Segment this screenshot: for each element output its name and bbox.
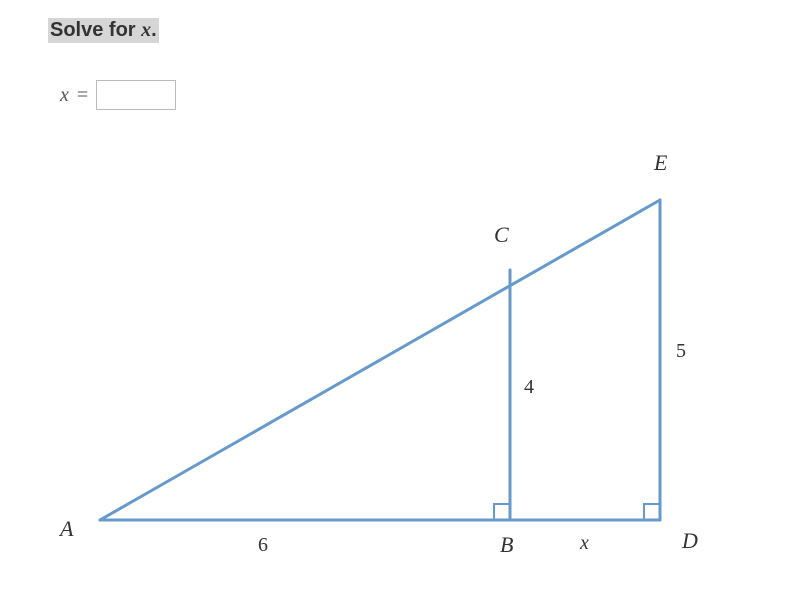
answer-input[interactable] xyxy=(96,80,176,110)
prompt-suffix: . xyxy=(151,19,157,41)
vertex-label-D: D xyxy=(682,528,698,554)
prompt-variable: x xyxy=(141,19,151,41)
triangle-diagram: A B D C E 6 4 5 x xyxy=(40,140,760,580)
side-label-DE: 5 xyxy=(676,340,686,363)
prompt-prefix: Solve for xyxy=(50,19,141,41)
side-label-BD: x xyxy=(580,532,589,555)
problem-prompt: Solve for x. xyxy=(48,18,159,43)
vertex-label-C: C xyxy=(494,222,509,248)
side-label-AB: 6 xyxy=(258,534,268,557)
answer-row: x = xyxy=(60,80,176,110)
answer-equals: = xyxy=(77,84,88,107)
answer-variable: x xyxy=(60,84,69,107)
side-label-BC: 4 xyxy=(524,376,534,399)
vertex-label-B: B xyxy=(500,532,513,558)
vertex-label-E: E xyxy=(654,150,667,176)
diagram-svg xyxy=(40,140,760,580)
vertex-label-A: A xyxy=(60,516,73,542)
